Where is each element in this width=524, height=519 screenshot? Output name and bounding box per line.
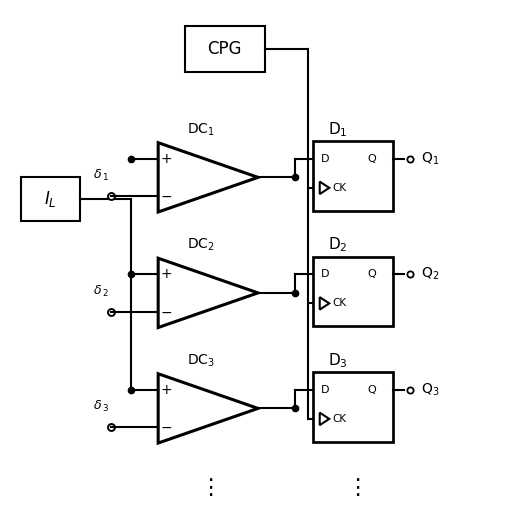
Text: +: + [161, 267, 172, 281]
Text: Q: Q [367, 269, 376, 279]
Text: D$_1$: D$_1$ [328, 120, 347, 139]
Text: D: D [321, 269, 329, 279]
Text: Q$_1$: Q$_1$ [421, 151, 440, 167]
Bar [313, 141, 393, 211]
Text: $-$: $-$ [160, 305, 172, 319]
Text: DC$_2$: DC$_2$ [187, 237, 215, 253]
Text: $\delta_{\,3}$: $\delta_{\,3}$ [93, 399, 109, 414]
Text: D: D [321, 154, 329, 163]
Bar [185, 26, 265, 72]
Text: $-$: $-$ [160, 189, 172, 203]
Text: Q: Q [367, 385, 376, 395]
Text: D: D [321, 385, 329, 395]
Text: $I_L$: $I_L$ [44, 189, 57, 209]
Text: CPG: CPG [208, 40, 242, 58]
Text: CK: CK [332, 298, 346, 308]
Bar [313, 373, 393, 442]
Text: DC$_1$: DC$_1$ [187, 121, 215, 138]
Text: Q$_3$: Q$_3$ [421, 381, 440, 398]
Text: +: + [161, 152, 172, 166]
Text: CK: CK [332, 183, 346, 193]
Text: CK: CK [332, 414, 346, 424]
Text: $\delta_{\,1}$: $\delta_{\,1}$ [93, 168, 109, 183]
Text: D$_3$: D$_3$ [328, 351, 347, 370]
Text: $-$: $-$ [160, 420, 172, 434]
Text: +: + [161, 383, 172, 397]
Text: Q$_2$: Q$_2$ [421, 266, 440, 282]
Text: ⋮: ⋮ [346, 478, 368, 498]
Text: ⋮: ⋮ [200, 478, 222, 498]
Bar [20, 177, 80, 221]
Text: Q: Q [367, 154, 376, 163]
Text: D$_2$: D$_2$ [328, 236, 347, 254]
Text: $\delta_{\,2}$: $\delta_{\,2}$ [93, 284, 109, 299]
Bar [313, 257, 393, 326]
Text: DC$_3$: DC$_3$ [187, 352, 215, 368]
